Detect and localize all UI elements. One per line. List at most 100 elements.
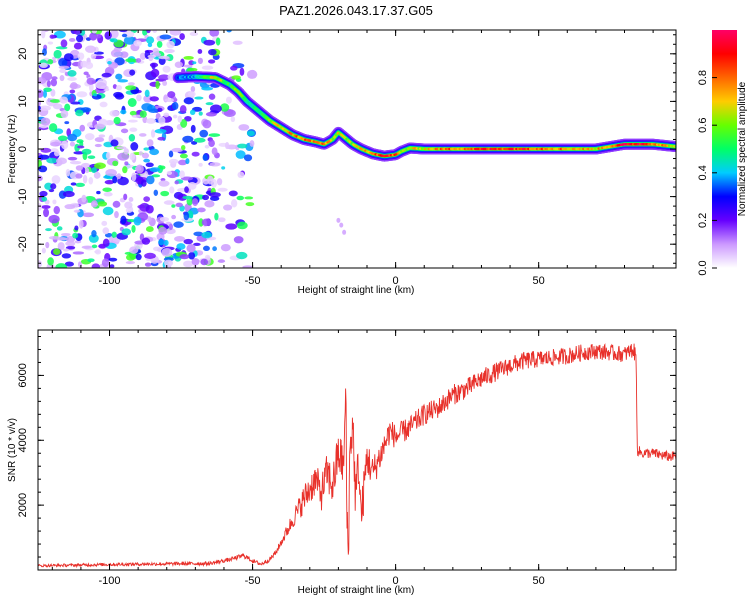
- noise-blob: [74, 240, 82, 244]
- noise-blob: [57, 242, 65, 251]
- colorbar-ticks: 0.0 0.2 0.4 0.6 0.8: [697, 70, 717, 276]
- noise-blob: [141, 179, 147, 187]
- noise-blob: [61, 232, 71, 237]
- noise-blob: [81, 148, 92, 155]
- noise-blob: [197, 207, 206, 213]
- noise-blob: [203, 245, 210, 252]
- noise-blob: [130, 142, 139, 151]
- noise-blob: [77, 52, 85, 60]
- noise-blob: [111, 231, 117, 239]
- noise-blob: [38, 154, 50, 160]
- x-tick-label: 0: [393, 275, 399, 287]
- snr-series-line: [38, 343, 676, 569]
- noise-blob: [156, 40, 163, 48]
- noise-blob: [145, 118, 157, 124]
- noise-blob: [60, 39, 68, 48]
- noise-blob: [190, 124, 196, 133]
- noise-blob: [65, 241, 76, 247]
- noise-blob: [120, 128, 129, 134]
- noise-blob: [41, 196, 48, 202]
- noise-blob: [185, 158, 190, 165]
- noise-blob: [175, 202, 184, 208]
- noise-blob: [161, 247, 173, 257]
- noise-blob: [116, 146, 127, 150]
- noise-blob: [158, 180, 170, 187]
- noise-blob: [73, 30, 82, 35]
- noise-blob: [110, 139, 119, 147]
- noise-blob: [192, 198, 199, 207]
- noise-blob: [49, 123, 58, 133]
- noise-blob: [129, 127, 138, 132]
- noise-blob: [123, 148, 129, 155]
- noise-blob: [166, 40, 175, 49]
- noise-blob: [115, 73, 123, 80]
- x-tick-label: -100: [99, 275, 121, 287]
- noise-blob: [47, 257, 54, 266]
- noise-blob: [138, 151, 143, 156]
- noise-blob: [202, 119, 212, 129]
- noise-blob: [119, 51, 129, 58]
- noise-blob: [109, 110, 120, 117]
- x-tick-label: -100: [99, 575, 121, 587]
- noise-blob: [184, 115, 192, 122]
- noise-blob: [39, 62, 48, 69]
- noise-blob: [101, 72, 112, 78]
- noise-blob: [157, 136, 166, 141]
- noise-blob: [214, 212, 219, 221]
- noise-blob: [179, 153, 188, 159]
- noise-blob: [48, 235, 61, 240]
- noise-blob: [64, 261, 74, 267]
- noise-blob: [171, 204, 176, 208]
- noise-blob: [183, 260, 194, 268]
- noise-blob: [38, 260, 43, 268]
- noise-blob: [73, 209, 81, 213]
- noise-blob: [163, 200, 175, 205]
- x-tick-label: -50: [245, 275, 261, 287]
- y-tick-label: 6000: [17, 363, 29, 387]
- noise-blob: [143, 158, 150, 163]
- noise-blob: [208, 139, 215, 147]
- noise-blob: [57, 135, 68, 142]
- noise-blob: [112, 160, 119, 167]
- noise-blob: [189, 109, 196, 116]
- x-tick-label: 50: [533, 575, 545, 587]
- noise-blob: [158, 74, 170, 81]
- noise-blob: [38, 89, 44, 98]
- colorbar-tick-label: 0.6: [697, 118, 709, 133]
- noise-blob: [171, 214, 177, 220]
- noise-blob: [80, 162, 91, 169]
- noise-blob: [65, 246, 76, 250]
- noise-blob: [168, 150, 174, 158]
- spectrogram-y-label: Frequency (Hz): [7, 115, 18, 184]
- noise-blob: [201, 218, 212, 227]
- noise-blob: [39, 190, 48, 197]
- noise-blob: [85, 61, 94, 70]
- noise-blob: [69, 82, 78, 90]
- noise-blob: [85, 45, 97, 53]
- noise-blob: [197, 49, 203, 54]
- noise-blob: [237, 171, 245, 179]
- noise-blob: [230, 199, 238, 208]
- noise-blob: [202, 154, 208, 161]
- noise-blob: [82, 174, 88, 184]
- noise-blob: [38, 105, 51, 111]
- noise-blob: [177, 115, 183, 123]
- x-tick-label: -50: [245, 575, 261, 587]
- noise-blob: [149, 96, 159, 102]
- noise-blob: [158, 55, 170, 60]
- noise-blob: [144, 89, 150, 98]
- noise-blob: [187, 91, 196, 97]
- noise-blob: [124, 161, 129, 166]
- noise-blob: [205, 111, 217, 117]
- noise-blob: [223, 204, 233, 211]
- noise-blob: [145, 226, 154, 233]
- noise-blob: [198, 162, 203, 167]
- noise-blob: [69, 89, 76, 94]
- noise-blob: [149, 62, 159, 68]
- noise-blob: [232, 40, 243, 45]
- noise-blob: [217, 217, 226, 223]
- noise-blob: [47, 41, 54, 45]
- noise-blob: [171, 147, 183, 153]
- y-tick-label: 2000: [17, 493, 29, 517]
